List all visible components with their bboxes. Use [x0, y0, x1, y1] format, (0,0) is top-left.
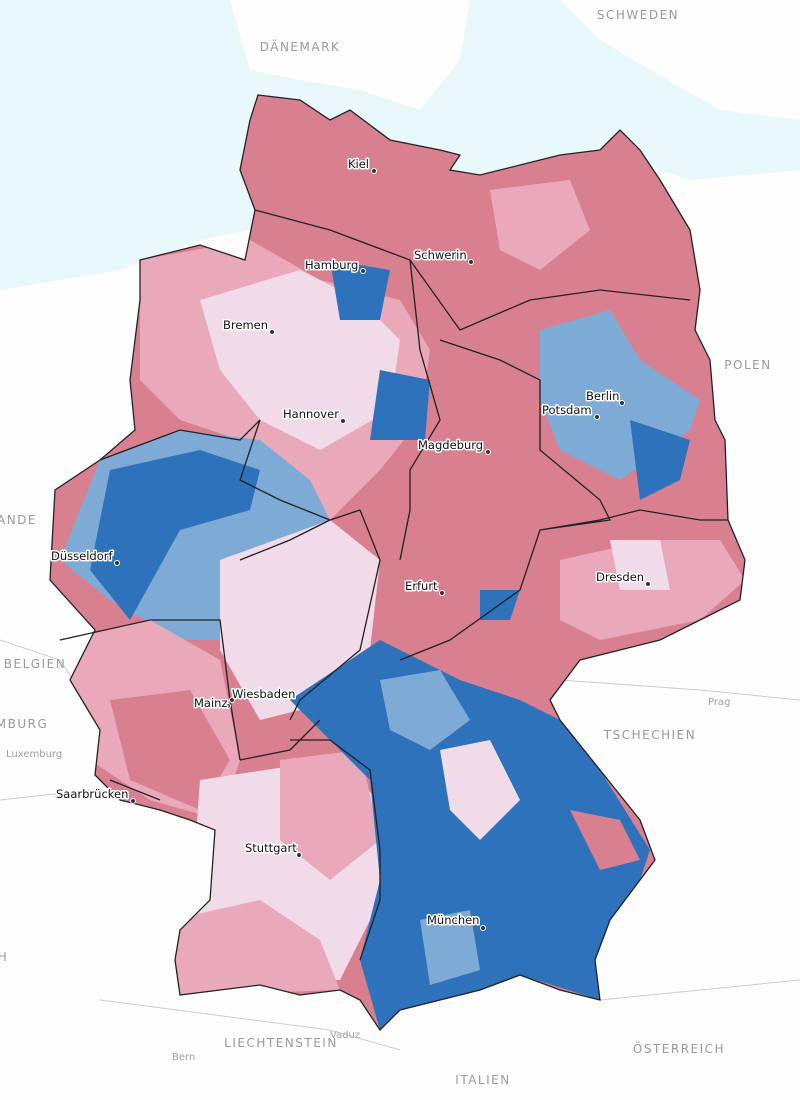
- city-label: Mainz: [194, 696, 228, 710]
- region: [380, 670, 470, 750]
- city-dot: [439, 590, 445, 596]
- state-border: [59, 209, 728, 961]
- city-label: Wiesbaden: [232, 687, 295, 701]
- country-label: ANDE: [0, 513, 37, 527]
- region: [420, 910, 480, 985]
- city-dot: [229, 697, 235, 703]
- city-label: Bremen: [223, 318, 268, 332]
- city-label: Kiel: [348, 157, 369, 171]
- city-label: Potsdam: [542, 403, 592, 417]
- country-label: MBURG: [0, 717, 48, 731]
- state-border: [49, 94, 746, 1032]
- city-dot: [114, 560, 120, 566]
- country-label: TSCHECHIEN: [603, 728, 696, 742]
- country-border: [0, 639, 800, 1051]
- place-label: Luxemburg: [6, 749, 62, 760]
- city-label: Saarbrücken: [56, 787, 128, 801]
- land: [230, 0, 470, 110]
- place-label: Prag: [708, 697, 730, 708]
- country-label: LIECHTENSTEIN: [224, 1036, 338, 1050]
- region: [370, 370, 430, 440]
- city-dot: [594, 414, 600, 420]
- place-label: Vaduz: [330, 1030, 360, 1041]
- place-label: Bern: [172, 1052, 195, 1063]
- city-dot: [480, 925, 486, 931]
- city-dot: [296, 852, 302, 858]
- city-dot: [645, 581, 651, 587]
- city-dot: [340, 418, 346, 424]
- city-dot: [485, 449, 491, 455]
- country-label: BELGIEN: [4, 657, 66, 671]
- region: [170, 900, 340, 995]
- city-dot: [269, 329, 275, 335]
- country-label: H: [0, 950, 8, 964]
- city-label: Schwerin: [414, 248, 467, 262]
- land: [560, 0, 800, 120]
- city-label: Hamburg: [305, 258, 358, 272]
- city-dot: [130, 798, 136, 804]
- city-label: Erfurt: [405, 579, 438, 593]
- region: [440, 740, 520, 840]
- region: [280, 750, 380, 880]
- region: [90, 450, 260, 620]
- region: [330, 260, 390, 320]
- region: [570, 810, 640, 870]
- city-label: Stuttgart: [245, 841, 297, 855]
- city-label: Düsseldorf: [51, 549, 113, 563]
- country-label: ITALIEN: [455, 1073, 510, 1087]
- region: [490, 180, 590, 270]
- city-dot: [468, 259, 474, 265]
- city-label: Magdeburg: [418, 438, 483, 452]
- city-dot: [225, 703, 231, 709]
- region: [610, 540, 670, 590]
- country-label: SCHWEDEN: [597, 8, 679, 22]
- city-label: Hannover: [283, 407, 339, 421]
- country-label: ÖSTERREICH: [633, 1040, 725, 1056]
- city-label: Dresden: [596, 570, 644, 584]
- city-dot: [619, 400, 625, 406]
- city-label: München: [427, 913, 479, 927]
- city-label: Berlin: [586, 389, 619, 403]
- city-dot: [371, 168, 377, 174]
- region: [630, 420, 690, 500]
- region: [290, 640, 650, 1030]
- country-label: POLEN: [724, 358, 771, 372]
- city-dot: [360, 268, 366, 274]
- country-label: DÄNEMARK: [260, 39, 341, 54]
- labels: SCHWEDEN DÄNEMARK POLEN ANDE BELGIEN MBU…: [0, 8, 771, 1087]
